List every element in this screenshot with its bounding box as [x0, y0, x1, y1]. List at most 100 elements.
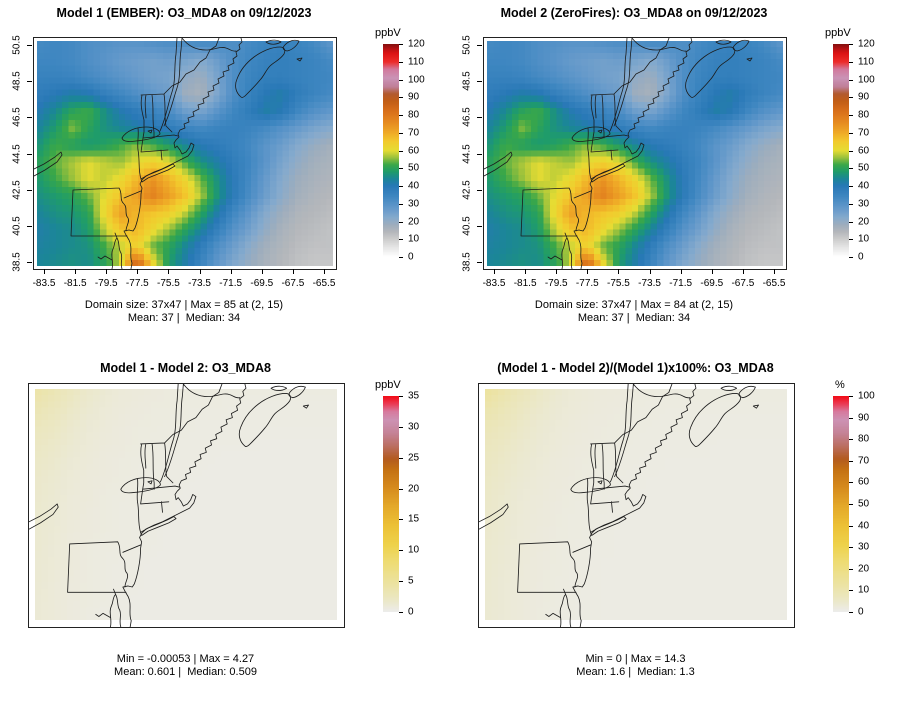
colorbar-tick-mark — [849, 132, 853, 134]
x-axis-tick-label: -75.5 — [157, 278, 180, 289]
y-axis-tick-mark — [27, 81, 32, 83]
x-axis-tick-mark — [261, 269, 263, 274]
y-axis-tick-label: 46.5 — [461, 107, 473, 128]
panel4-caption-line1: Min = 0 | Max = 14.3 — [585, 653, 686, 665]
colorbar-tick-mark — [399, 203, 403, 205]
x-axis-tick-label: -75.5 — [607, 278, 630, 289]
colorbar-unit-label: ppbV — [375, 27, 401, 39]
colorbar-tick-label: 110 — [858, 56, 874, 68]
y-axis-tick-mark — [27, 153, 32, 155]
x-axis-tick-mark — [292, 269, 294, 274]
x-axis-tick-label: -73.5 — [188, 278, 211, 289]
y-axis-tick-label: 42.5 — [11, 179, 23, 200]
x-axis-tick-label: -83.5 — [482, 278, 506, 289]
x-axis-tick-label: -77.5 — [575, 278, 599, 289]
colorbar-tick-mark — [399, 612, 403, 613]
colorbar-tick-label: 10 — [408, 233, 420, 245]
colorbar-tick-mark — [399, 97, 403, 99]
x-axis-tick-mark — [494, 269, 495, 274]
colorbar-tick-mark — [849, 150, 853, 152]
panel2-caption-line2: Mean: 37 | Median: 34 — [577, 312, 691, 324]
x-axis-tick-mark — [199, 269, 201, 274]
y-axis-tick-mark — [477, 262, 482, 263]
x-axis-tick-mark — [649, 269, 651, 274]
y-axis-tick-label: 50.5 — [461, 35, 473, 55]
panel1-map-overlay — [34, 38, 303, 269]
colorbar-tick-mark — [849, 460, 853, 462]
colorbar-tick-mark — [849, 396, 853, 397]
colorbar-tick-label: 40 — [858, 180, 870, 192]
colorbar-tick-label: 35 — [408, 390, 420, 402]
colorbar-tick-mark — [399, 168, 403, 170]
x-axis-tick-mark — [742, 269, 744, 274]
colorbar-tick-label: 0 — [858, 606, 864, 618]
x-axis-tick-label: -67.5 — [281, 278, 305, 289]
panel4-caption-line2: Mean: 1.6 | Median: 1.3 — [576, 666, 695, 678]
y-axis-tick-mark — [27, 117, 32, 119]
colorbar-tick-mark — [399, 239, 403, 241]
y-axis-tick-label: 42.5 — [461, 179, 473, 200]
colorbar-tick-label: 10 — [858, 233, 870, 245]
y-axis-tick-label: 38.5 — [11, 252, 23, 272]
colorbar-tick-label: 0 — [858, 251, 864, 263]
colorbar-tick-label: 50 — [858, 162, 870, 174]
colorbar-tick-label: 70 — [408, 127, 420, 139]
colorbar-tick-mark — [399, 115, 403, 116]
colorbar-tick-mark — [849, 79, 853, 81]
colorbar-tick-label: 0 — [408, 251, 414, 263]
colorbar-gradient — [383, 396, 399, 612]
y-axis-tick-mark — [477, 189, 482, 191]
colorbar-tick-label: 100 — [408, 74, 425, 85]
x-axis-tick-mark — [556, 269, 558, 274]
x-axis-tick-mark — [525, 269, 527, 274]
colorbar-tick-mark — [849, 568, 853, 570]
colorbar-tick-mark — [399, 150, 403, 152]
colorbar-tick-mark — [849, 221, 853, 223]
colorbar-tick-mark — [399, 396, 403, 397]
colorbar-tick-mark — [849, 590, 853, 592]
x-axis-tick-mark — [44, 269, 45, 274]
colorbar-tick-mark — [399, 61, 403, 63]
x-axis-tick-label: -69.5 — [250, 278, 274, 289]
colorbar-tick-label: 10 — [408, 544, 420, 556]
x-axis-tick-label: -77.5 — [125, 278, 149, 289]
colorbar-tick-label: 120 — [858, 38, 875, 50]
colorbar-tick-label: 30 — [858, 541, 870, 553]
colorbar-tick-label: 90 — [408, 91, 420, 103]
panel3-plot-box — [28, 383, 345, 628]
y-axis-tick-label: 44.5 — [461, 143, 473, 164]
panel1-plot-box — [33, 37, 337, 270]
colorbar-gradient — [833, 396, 849, 612]
colorbar-tick-label: 25 — [408, 452, 420, 464]
colorbar-tick-mark — [399, 488, 403, 490]
colorbar-tick-mark — [849, 203, 853, 205]
colorbar-tick-label: 80 — [858, 109, 870, 121]
colorbar-tick-mark — [849, 168, 853, 170]
x-axis-tick-mark — [774, 269, 775, 274]
colorbar-tick-label: 50 — [858, 498, 870, 510]
x-axis-tick-mark — [137, 269, 139, 274]
colorbar-tick-mark — [849, 239, 853, 241]
colorbar-tick-mark — [849, 61, 853, 63]
colorbar-tick-label: 80 — [408, 109, 420, 121]
panel2-map-overlay — [484, 38, 753, 269]
colorbar-tick-label: 50 — [408, 162, 420, 174]
colorbar-tick-label: 30 — [408, 198, 420, 210]
colorbar-tick-mark — [399, 581, 403, 583]
y-axis-tick-mark — [477, 81, 482, 83]
colorbar-tick-label: 10 — [858, 584, 870, 596]
y-axis-tick-mark — [477, 45, 482, 46]
panel1-heatmap-raster — [37, 41, 333, 266]
colorbar-tick-label: 70 — [858, 127, 870, 139]
y-axis-tick-mark — [27, 225, 32, 227]
panel1-caption-line2: Mean: 37 | Median: 34 — [127, 312, 241, 324]
colorbar-tick-mark — [399, 221, 403, 223]
x-axis-tick-label: -65.5 — [312, 278, 336, 289]
y-axis-tick-label: 48.5 — [11, 71, 23, 91]
panel3-map-overlay — [29, 384, 309, 627]
colorbar-tick-label: 20 — [858, 216, 870, 227]
y-axis-tick-label: 40.5 — [11, 216, 23, 236]
panel3-caption-line2: Mean: 0.601 | Median: 0.509 — [114, 666, 257, 678]
x-axis-tick-mark — [230, 269, 232, 274]
